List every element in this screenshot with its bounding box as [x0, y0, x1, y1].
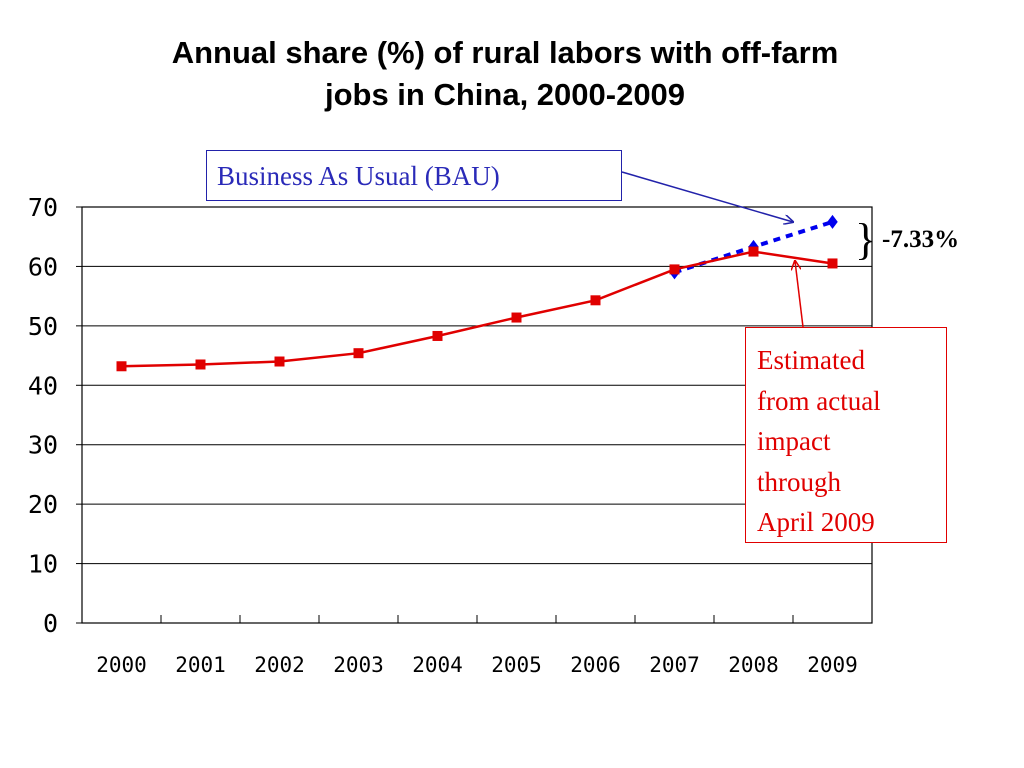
estimated-point-2000 [116, 361, 127, 372]
series-line-estimated [121, 250, 833, 368]
estimated-point-2005 [511, 312, 522, 323]
estimated-point-2007 [669, 264, 680, 275]
bau-annotation-box: Business As Usual (BAU) [206, 150, 622, 201]
y-tick-labels: 0 10 20 30 40 50 60 70 [28, 193, 58, 638]
y-tick-label-30: 30 [28, 431, 58, 460]
x-tick-label-2001: 2001 [175, 653, 226, 677]
x-tick-label-2004: 2004 [412, 653, 463, 677]
y-tick-label-10: 10 [28, 550, 58, 579]
difference-label: -7.33% [882, 226, 960, 253]
bau-annotation-label: Business As Usual (BAU) [217, 161, 500, 191]
estimated-point-2002 [274, 356, 285, 367]
x-tick-label-2009: 2009 [807, 653, 858, 677]
estimated-point-2003 [353, 348, 364, 359]
x-tick-label-2003: 2003 [333, 653, 384, 677]
estimated-point-2006 [590, 295, 601, 306]
estimated-point-2008 [748, 246, 759, 257]
y-tick-label-60: 60 [28, 252, 58, 281]
x-tick-label-2006: 2006 [570, 653, 621, 677]
x-tick-label-2005: 2005 [491, 653, 542, 677]
x-tick-labels: 2000 2001 2002 2003 2004 2005 2006 2007 2008 2009 [96, 653, 858, 677]
chart-title-line-2: jobs in China, 2000-2009 [324, 77, 686, 112]
gridlines [82, 265, 872, 565]
estimated-point-2009 [827, 258, 838, 269]
estimated-line-3: impact [757, 426, 831, 456]
estimated-point-2004 [432, 330, 443, 341]
estimated-annotation-box: Estimated from actual impact through Apr… [745, 327, 947, 543]
estimated-line-1: Estimated [757, 345, 865, 375]
annotation-arrows [621, 171, 804, 328]
chart-title-line-1: Annual share (%) of rural labors with of… [171, 35, 839, 70]
y-tick-label-50: 50 [28, 312, 58, 341]
y-tick-label-20: 20 [28, 490, 58, 519]
y-tick-label-70: 70 [28, 193, 58, 222]
estimated-line-4: through [757, 466, 841, 497]
chart-title: Annual share (%) of rural labors with of… [0, 32, 1010, 116]
estimated-arrow [795, 261, 804, 328]
series-group [116, 214, 838, 372]
y-tick-label-40: 40 [28, 371, 58, 400]
x-tick-label-2007: 2007 [649, 653, 700, 677]
estimated-line-2: from actual [757, 385, 881, 416]
x-tick-label-2000: 2000 [96, 653, 147, 677]
bau-point-2009 [827, 214, 838, 229]
x-tick-label-2002: 2002 [254, 653, 305, 677]
estimated-point-2001 [195, 359, 206, 370]
difference-brace: } [855, 215, 877, 264]
x-tick-label-2008: 2008 [728, 653, 779, 677]
bau-arrow [621, 171, 793, 222]
y-tick-label-0: 0 [43, 609, 58, 638]
estimated-line-5: April 2009 [757, 507, 875, 537]
